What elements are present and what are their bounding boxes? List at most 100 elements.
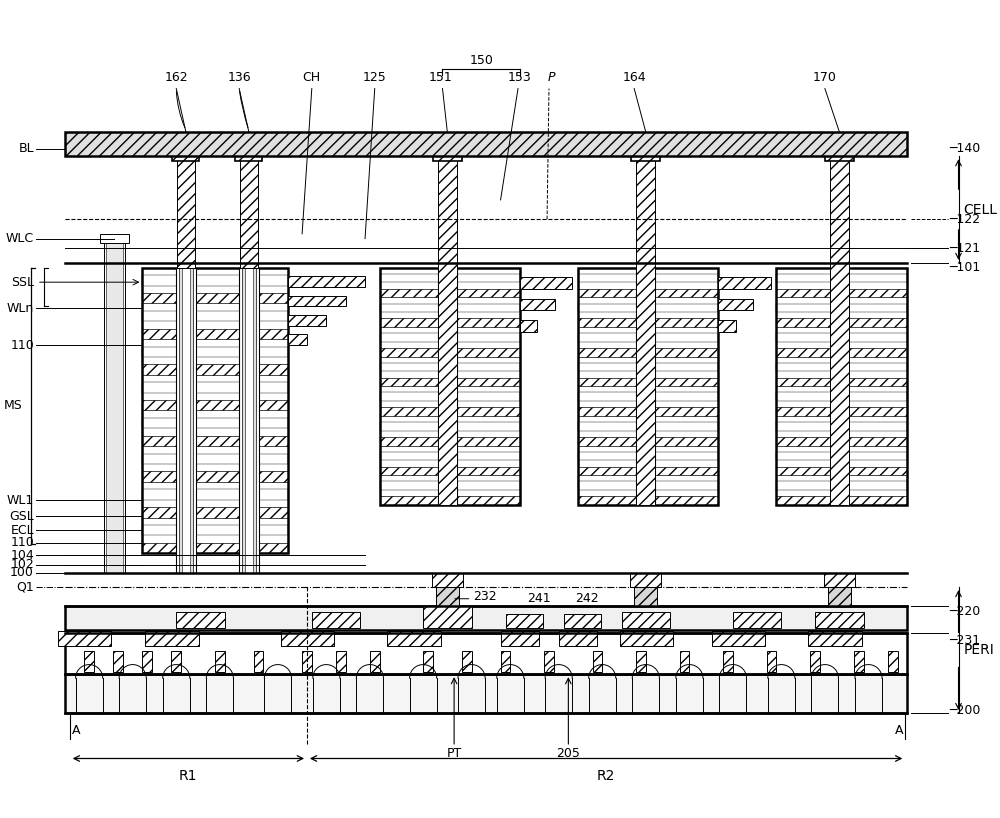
Bar [462, 651, 472, 672]
Bar [142, 471, 288, 482]
Bar [100, 234, 129, 244]
Bar [776, 378, 907, 386]
Bar [302, 651, 312, 672]
Bar [145, 631, 199, 646]
Text: 151: 151 [429, 70, 452, 83]
Bar [776, 452, 907, 461]
Bar [578, 363, 718, 371]
Text: ─122: ─122 [949, 213, 980, 226]
Text: ─140: ─140 [949, 142, 980, 155]
Bar [520, 277, 572, 289]
Bar [854, 651, 864, 672]
Bar [776, 267, 907, 505]
Bar [380, 333, 520, 342]
Bar [564, 614, 601, 627]
Bar [142, 364, 288, 375]
Bar [578, 333, 718, 342]
Bar [142, 382, 288, 393]
Bar [636, 267, 655, 505]
Bar [106, 244, 123, 573]
Text: GSL: GSL [9, 510, 34, 523]
Bar [380, 422, 520, 431]
Bar [142, 543, 288, 553]
Text: Q1: Q1 [16, 581, 34, 594]
Bar [312, 613, 360, 627]
Text: PT: PT [446, 747, 462, 760]
Bar [824, 573, 855, 587]
Bar [830, 156, 849, 505]
Bar [776, 363, 907, 371]
Text: 164: 164 [622, 70, 646, 83]
Bar [380, 318, 520, 327]
Bar [815, 613, 864, 627]
Bar [620, 631, 673, 646]
Bar [240, 156, 258, 267]
Bar [370, 651, 380, 672]
Text: CELL: CELL [963, 203, 997, 217]
Bar [380, 452, 520, 461]
Bar [380, 363, 520, 371]
Bar [578, 466, 718, 475]
Text: WLC: WLC [6, 232, 34, 245]
Bar [718, 299, 753, 310]
Bar [113, 651, 123, 672]
Text: WLn: WLn [7, 302, 34, 315]
Bar [142, 400, 288, 411]
Bar [520, 299, 555, 310]
Bar [142, 507, 288, 518]
Bar [380, 497, 520, 505]
Bar [776, 422, 907, 431]
Bar [254, 651, 263, 672]
Bar [718, 277, 771, 289]
Bar [104, 244, 125, 573]
Bar [142, 525, 288, 536]
Bar [432, 573, 463, 587]
Bar [578, 452, 718, 461]
Bar [578, 497, 718, 505]
Bar [776, 274, 907, 282]
Bar [776, 303, 907, 312]
Bar [436, 578, 459, 606]
Bar [636, 651, 646, 672]
Bar [288, 296, 346, 307]
Bar [733, 613, 781, 627]
Bar [776, 482, 907, 490]
Bar [776, 289, 907, 297]
Bar [84, 651, 94, 672]
Text: P: P [547, 70, 555, 83]
Bar [288, 315, 326, 326]
Bar [142, 651, 152, 672]
Text: 150: 150 [469, 54, 493, 67]
Text: 241: 241 [527, 592, 550, 605]
Text: 125: 125 [363, 70, 387, 83]
Bar [380, 267, 520, 505]
Bar [441, 267, 454, 505]
Bar [281, 631, 334, 646]
Bar [242, 267, 256, 573]
Bar [680, 651, 689, 672]
Bar [65, 133, 907, 156]
Bar [776, 393, 907, 401]
Bar [578, 289, 718, 297]
Bar [239, 267, 259, 573]
Bar [380, 393, 520, 401]
Bar [380, 466, 520, 475]
Bar [636, 156, 655, 505]
Text: 110: 110 [10, 339, 34, 352]
Bar [593, 651, 602, 672]
Bar [380, 407, 520, 416]
Bar [501, 651, 510, 672]
Bar [506, 614, 543, 627]
Bar [142, 418, 288, 429]
Bar [776, 348, 907, 357]
Bar [578, 303, 718, 312]
Bar [380, 348, 520, 357]
Bar [380, 274, 520, 282]
Bar [578, 348, 718, 357]
Text: ECL: ECL [10, 524, 34, 537]
Text: PERI: PERI [963, 643, 994, 657]
Text: SSL: SSL [11, 276, 34, 289]
Bar [501, 631, 539, 646]
Text: BL: BL [18, 142, 34, 155]
Text: 104: 104 [10, 549, 34, 562]
